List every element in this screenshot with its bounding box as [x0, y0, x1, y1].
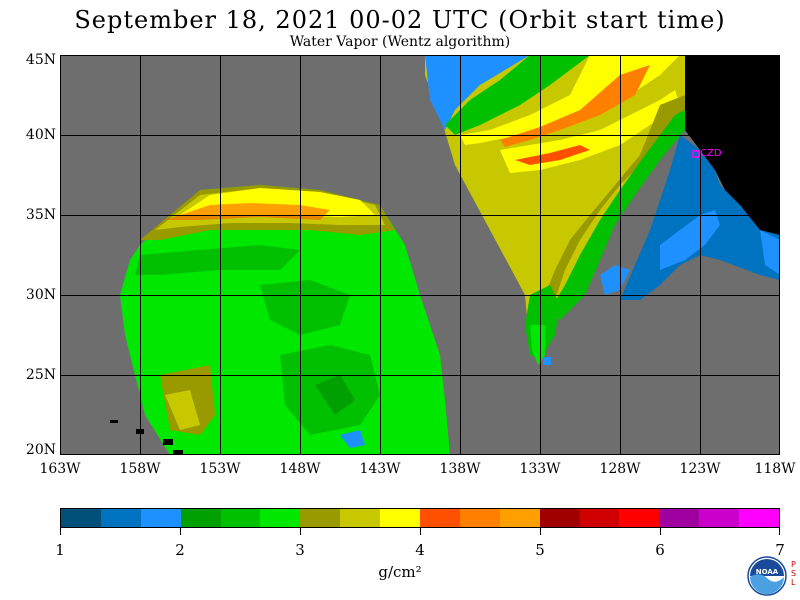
colorbar-label-5: 5	[535, 541, 545, 559]
colorbar-label-2: 2	[175, 541, 185, 559]
lon-label-123w: 123W	[679, 461, 721, 477]
colorbar-segment-1	[61, 509, 101, 527]
czd-station-label: CZD	[700, 148, 722, 159]
lat-label-20n: 20N	[25, 442, 56, 458]
water-vapor-map: CZD	[60, 55, 780, 455]
colorbar-tick	[60, 528, 61, 535]
colorbar-segment-7	[300, 509, 341, 527]
map-title: September 18, 2021 00-02 UTC (Orbit star…	[74, 6, 726, 34]
colorbar-label-7: 7	[775, 541, 785, 559]
lon-label-133w: 133W	[519, 461, 561, 477]
colorbar-label-6: 6	[655, 541, 665, 559]
colorbar-segment-14	[579, 509, 620, 527]
land-north-america	[685, 55, 780, 235]
lon-label-128w: 128W	[599, 461, 641, 477]
colorbar-segment-2	[100, 509, 141, 527]
colorbar-segment-13	[539, 509, 580, 527]
colorbar-label-1: 1	[55, 541, 65, 559]
lat-lon-grid	[60, 55, 780, 455]
colorbar-segment-16	[659, 509, 700, 527]
lat-label-25n: 25N	[25, 367, 56, 383]
lon-label-118w: 118W	[754, 461, 796, 477]
lon-label-158w: 158W	[119, 461, 161, 477]
lat-label-35n: 35N	[25, 207, 56, 223]
lon-label-163w: 163W	[39, 461, 81, 477]
colorbar-tick	[540, 528, 541, 535]
colorbar-tick	[180, 528, 181, 535]
colorbar	[60, 508, 780, 528]
noaa-logo-text: NOAA	[756, 568, 779, 576]
colorbar-segment-6	[260, 509, 301, 527]
colorbar-segment-4	[180, 509, 221, 527]
noaa-logo[interactable]: NOAA	[747, 556, 787, 596]
colorbar-segment-17	[699, 509, 740, 527]
lon-label-153w: 153W	[199, 461, 241, 477]
lon-label-143w: 143W	[359, 461, 401, 477]
colorbar-segment-15	[619, 509, 660, 527]
colorbar-units: g/cm²	[378, 563, 422, 581]
colorbar-segment-5	[220, 509, 261, 527]
colorbar-label-4: 4	[415, 541, 425, 559]
czd-station-marker: CZD	[692, 148, 722, 159]
colorbar-segment-11	[459, 509, 500, 527]
colorbar-label-3: 3	[295, 541, 305, 559]
colorbar-tick	[660, 528, 661, 535]
colorbar-tick	[300, 528, 301, 535]
west-swath	[120, 185, 450, 455]
lat-label-30n: 30N	[25, 287, 56, 303]
colorbar-tick	[420, 528, 421, 535]
colorbar-segment-3	[140, 509, 181, 527]
colorbar-tick	[779, 528, 780, 535]
lon-label-148w: 148W	[279, 461, 321, 477]
colorbar-segment-8	[340, 509, 381, 527]
colorbar-segment-12	[499, 509, 540, 527]
lat-label-40n: 40N	[25, 127, 56, 143]
map-subtitle: Water Vapor (Wentz algorithm)	[289, 34, 511, 50]
colorbar-segment-10	[420, 509, 460, 527]
colorbar-segment-9	[380, 509, 421, 527]
colorbar-segment-18	[739, 509, 780, 527]
lon-label-138w: 138W	[439, 461, 481, 477]
lat-label-45n: 45N	[25, 52, 56, 68]
